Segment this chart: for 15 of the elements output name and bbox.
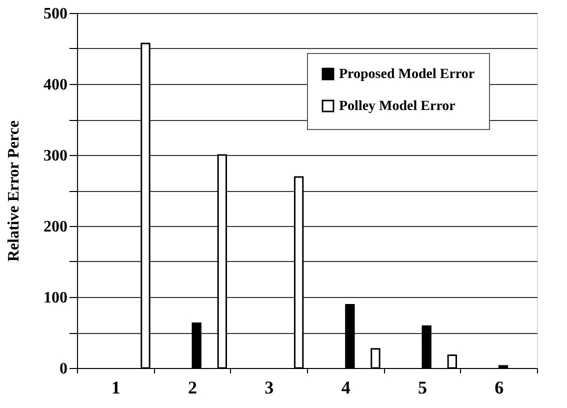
legend-label: Proposed Model Error <box>339 67 475 82</box>
y-tick-label: 200 <box>44 218 68 236</box>
x-tick-label: 5 <box>418 378 427 398</box>
x-tick-label: 6 <box>494 378 504 398</box>
y-tick-label: 500 <box>44 6 68 22</box>
y-tick-label: 0 <box>60 360 68 378</box>
x-tick-label: 2 <box>188 378 197 398</box>
y-tick-label: 100 <box>44 290 68 306</box>
x-tick-label: 3 <box>264 378 274 398</box>
x-tick-label: 4 <box>341 378 350 398</box>
x-tick-label: 1 <box>111 378 120 398</box>
y-tick-label: 300 <box>44 148 68 164</box>
y-axis-title: Relative Error Perce <box>6 120 22 262</box>
legend-label: Polley Model Error <box>339 99 456 114</box>
y-tick-label: 400 <box>44 76 68 94</box>
